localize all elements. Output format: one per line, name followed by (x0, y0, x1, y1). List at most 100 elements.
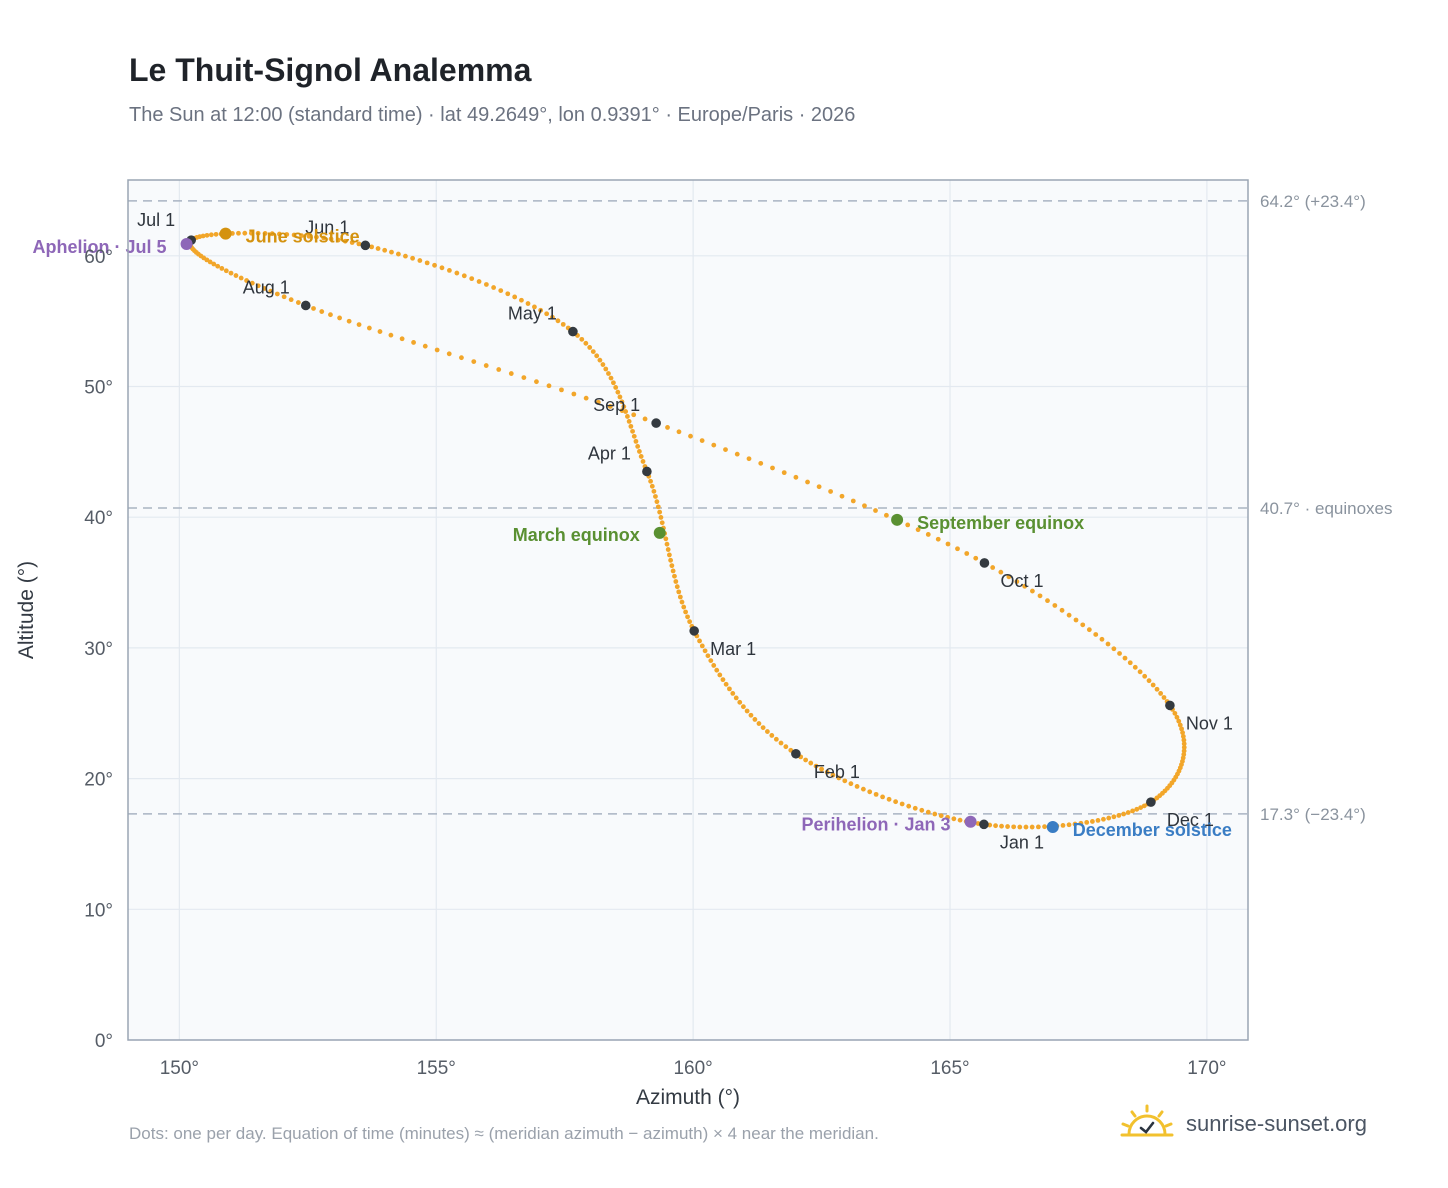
day-dot (836, 775, 842, 781)
day-dot (793, 474, 799, 480)
day-dot (262, 231, 268, 236)
x-tick-label: 160° (673, 1058, 712, 1079)
day-dot (748, 712, 754, 718)
day-dot (335, 237, 341, 243)
month-label: Feb 1 (814, 762, 860, 782)
day-dot (532, 304, 537, 310)
day-dot (672, 573, 677, 579)
day-dot (824, 769, 830, 775)
day-dot (608, 375, 614, 381)
day-dot (281, 294, 287, 300)
day-dot (702, 648, 708, 654)
day-dot (699, 643, 705, 649)
day-dot (727, 686, 732, 692)
day-dot (299, 233, 304, 239)
day-dot (673, 579, 679, 584)
day-dot (1181, 737, 1187, 743)
day-dot (993, 823, 998, 829)
day-dot (638, 454, 644, 459)
month-marker (979, 558, 990, 568)
day-dot (571, 391, 577, 397)
day-dot (697, 638, 702, 644)
day-dot (737, 699, 743, 705)
day-dot (1179, 726, 1184, 732)
day-dot (733, 695, 739, 701)
day-dot (1181, 745, 1187, 750)
brand[interactable]: sunrise-sunset.org (1120, 1104, 1367, 1144)
day-dot (756, 721, 762, 726)
day-dot (1093, 632, 1099, 637)
day-dot (1117, 651, 1122, 656)
day-dot (679, 599, 685, 605)
day-dot (886, 796, 892, 802)
y-axis-label: Altitude (°) (15, 561, 38, 659)
day-dot (249, 280, 255, 286)
day-dot (1005, 824, 1010, 829)
day-dot (1006, 574, 1012, 580)
day-dot (403, 253, 408, 259)
day-dot (269, 231, 275, 237)
day-dot (619, 408, 625, 414)
day-dot (1181, 741, 1187, 747)
day-dot (867, 789, 873, 795)
day-dot (236, 230, 241, 236)
day-dot (519, 297, 524, 303)
month-marker (360, 240, 371, 251)
day-dot (560, 321, 566, 327)
day-dot (337, 315, 342, 321)
day-dot (1035, 824, 1041, 830)
day-dot (813, 763, 819, 769)
day-dot (665, 547, 671, 552)
event-marker (1046, 820, 1059, 833)
day-dot (1111, 646, 1117, 652)
day-dot (1078, 820, 1084, 826)
day-dot (905, 522, 911, 528)
day-dot (583, 395, 589, 401)
day-dot (769, 733, 775, 738)
day-dot (439, 265, 445, 271)
day-dot (708, 658, 714, 664)
day-dot (476, 279, 482, 284)
month-label: Dec 1 (1167, 810, 1214, 830)
day-dot (369, 244, 375, 250)
day-dot (399, 336, 405, 342)
day-dot (873, 791, 879, 797)
day-dot (274, 291, 280, 297)
day-dot (277, 231, 282, 237)
day-dot (649, 483, 655, 489)
day-dot (932, 811, 938, 817)
day-dot (461, 273, 467, 279)
day-dot (674, 584, 680, 590)
day-dot (1052, 603, 1058, 608)
event-marker (219, 227, 232, 240)
reference-lines: 64.2° (+23.4°) 40.7° · equinoxes 17.3° (−2… (128, 192, 1393, 824)
day-dot (1014, 579, 1020, 584)
day-dot (587, 345, 593, 350)
y-tick-label: 30° (84, 639, 113, 660)
day-dot (676, 429, 682, 435)
day-dot (1042, 824, 1047, 830)
day-dot (850, 498, 856, 504)
day-dot (893, 799, 899, 805)
day-dot (781, 470, 787, 476)
month-marker (300, 300, 311, 311)
day-dot (538, 307, 544, 313)
day-dot (491, 285, 497, 290)
sun-icon (1120, 1104, 1174, 1137)
event-label: March equinox (513, 525, 640, 545)
month-label: Mar 1 (710, 639, 756, 659)
day-dot (600, 362, 606, 367)
day-dot (319, 309, 325, 314)
day-dot (211, 261, 217, 267)
day-dot (677, 594, 683, 600)
day-dot (1072, 821, 1078, 827)
day-dot (1127, 660, 1133, 666)
day-dot (723, 447, 728, 453)
day-dot (651, 488, 657, 494)
day-dot (550, 314, 555, 320)
day-dot (606, 371, 611, 376)
day-dot (244, 278, 250, 283)
day-dot (295, 300, 301, 305)
day-dot (630, 428, 635, 434)
